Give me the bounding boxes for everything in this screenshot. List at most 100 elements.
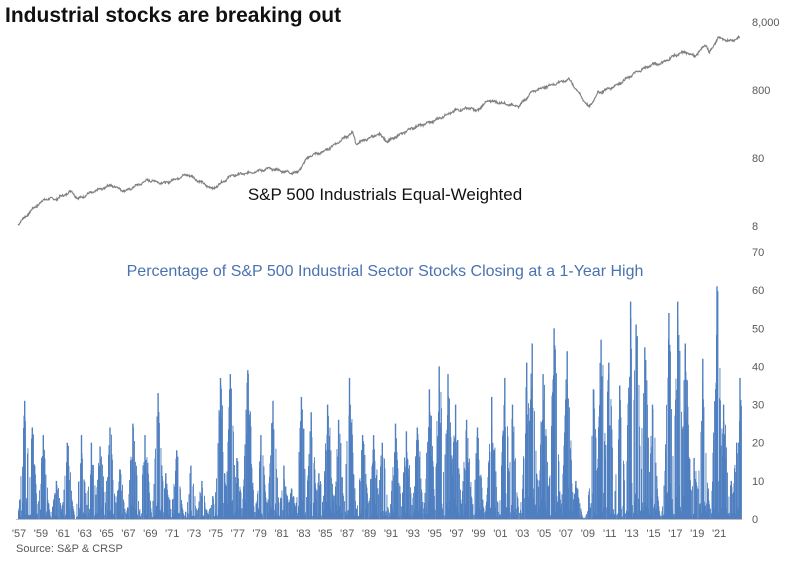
bar [240, 489, 241, 519]
bar [63, 514, 64, 519]
bar [257, 493, 258, 519]
bar [339, 506, 340, 519]
bar [580, 508, 582, 519]
bar [392, 508, 393, 519]
bar [221, 389, 222, 519]
bar [89, 517, 91, 519]
bar [657, 488, 658, 519]
bar [420, 506, 421, 519]
bar [37, 516, 38, 519]
bar [222, 452, 224, 519]
bar [656, 509, 657, 519]
bar [704, 501, 705, 519]
bar [674, 415, 676, 519]
peak-bar [644, 347, 646, 519]
bar [442, 509, 444, 519]
bottom-y-axis-ticks: 0 10 20 30 40 50 60 70 [752, 247, 764, 526]
bar [422, 502, 424, 519]
bar [621, 516, 623, 519]
bar [715, 389, 716, 519]
bar [28, 515, 29, 519]
bar [676, 496, 678, 519]
bar [576, 487, 578, 519]
bar [341, 477, 342, 519]
bar [446, 429, 448, 519]
bar [304, 515, 305, 519]
bar [489, 443, 490, 519]
bar [439, 422, 441, 519]
bar [468, 467, 470, 519]
bar [361, 450, 362, 519]
bar [34, 465, 36, 519]
bar [550, 516, 552, 519]
bar [112, 459, 113, 519]
bar [499, 514, 500, 519]
bar [695, 471, 697, 519]
bar [699, 507, 701, 519]
bar [179, 513, 180, 519]
bar [258, 510, 260, 519]
bar [90, 474, 91, 519]
bar [422, 514, 423, 519]
bottom-y-tick-label: 0 [752, 514, 758, 526]
peak-bar [722, 404, 725, 519]
bar [659, 510, 660, 519]
bar [613, 515, 615, 519]
bar [233, 513, 235, 519]
bar [71, 490, 72, 519]
bar [687, 406, 689, 519]
bar [66, 462, 67, 519]
bar [268, 483, 270, 519]
bar [588, 491, 590, 519]
bar [727, 472, 728, 519]
bar [370, 478, 372, 519]
bar [273, 429, 275, 519]
x-tick-label: '97 [449, 528, 463, 540]
bar [98, 463, 99, 519]
bar [180, 488, 181, 519]
bar [248, 410, 250, 519]
bar [636, 336, 638, 519]
bar [566, 398, 567, 519]
bar [333, 500, 334, 519]
bar [183, 513, 184, 519]
bar [502, 435, 503, 519]
bar [18, 510, 19, 519]
bar [437, 435, 439, 519]
bar [340, 457, 341, 519]
bar [730, 485, 731, 519]
bar [604, 441, 605, 519]
bar [142, 474, 143, 519]
bar [187, 502, 188, 519]
bar [319, 485, 321, 519]
bar [503, 405, 505, 519]
bar [589, 488, 590, 519]
bar [18, 508, 20, 519]
bar [262, 517, 263, 519]
bar [481, 487, 483, 519]
peak-bar [677, 301, 679, 519]
bar [559, 491, 561, 519]
bar [249, 414, 250, 519]
bar [303, 428, 304, 519]
bar [586, 517, 588, 519]
bar [388, 517, 390, 519]
bar [173, 514, 174, 519]
bar [714, 507, 716, 519]
bar [425, 478, 427, 519]
bar [571, 460, 572, 519]
bar [558, 461, 560, 519]
bar [189, 473, 191, 519]
bar [232, 500, 233, 519]
peak-bar [600, 339, 602, 519]
peak-bar [465, 419, 468, 519]
peak-bar [80, 435, 83, 519]
bar [393, 475, 394, 519]
bar [555, 349, 556, 519]
bar [147, 471, 148, 519]
bar [347, 510, 348, 519]
bar [322, 501, 323, 519]
bar [617, 516, 619, 519]
bar [235, 477, 236, 519]
bar [444, 454, 446, 519]
